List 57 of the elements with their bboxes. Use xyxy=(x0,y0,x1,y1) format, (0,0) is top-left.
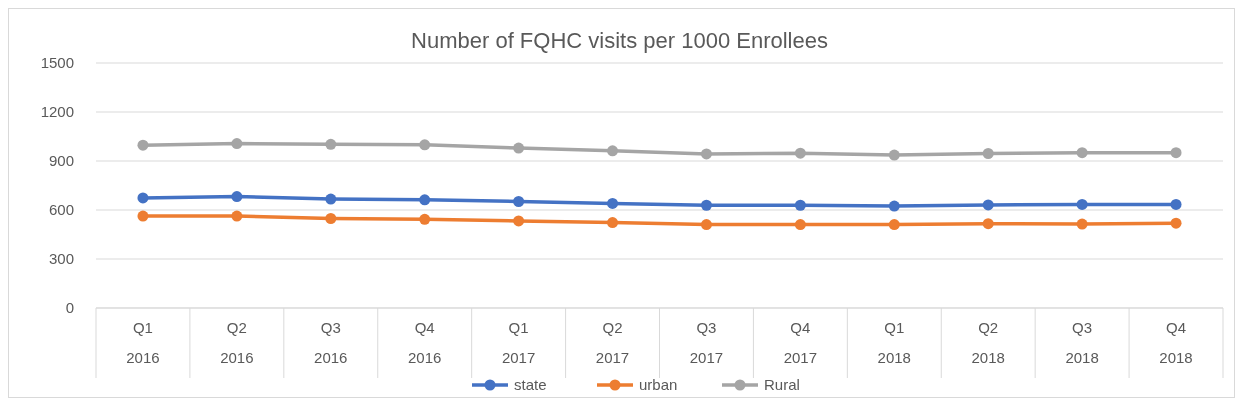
y-tick-label: 1200 xyxy=(40,103,74,120)
point xyxy=(231,138,243,150)
point xyxy=(982,199,994,211)
point xyxy=(982,147,994,159)
legend-label: urban xyxy=(639,376,678,393)
point xyxy=(700,199,712,211)
point xyxy=(419,139,431,151)
point xyxy=(794,199,806,211)
x-tick-label: Q2 2017 xyxy=(595,319,630,366)
point xyxy=(700,219,712,231)
point xyxy=(419,213,431,225)
x-tick-label: Q4 2017 xyxy=(783,319,818,366)
x-tick-label: Q3 2017 xyxy=(689,319,724,366)
point xyxy=(513,215,525,227)
x-tick-label: Q3 2018 xyxy=(1065,319,1099,366)
chart-title: Number of FQHC visits per 1000 Enrollees xyxy=(411,28,828,53)
y-tick-label: 600 xyxy=(48,201,74,218)
point xyxy=(513,196,525,208)
x-tick-label: Q1 2016 xyxy=(126,319,160,366)
point xyxy=(607,197,619,209)
x-tick-label: Q4 2018 xyxy=(1159,319,1193,366)
point xyxy=(888,200,900,212)
point xyxy=(794,219,806,231)
point xyxy=(1076,147,1088,159)
point xyxy=(794,147,806,159)
point xyxy=(888,219,900,231)
point xyxy=(982,218,994,230)
point xyxy=(700,148,712,160)
point xyxy=(419,194,431,206)
x-tick-label: Q2 2016 xyxy=(220,319,254,366)
x-tick-label: Q1 2018 xyxy=(877,319,911,366)
point xyxy=(137,192,149,204)
point xyxy=(137,210,149,222)
y-tick-label: 0 xyxy=(65,299,74,316)
point xyxy=(231,191,243,203)
y-tick-label: 1500 xyxy=(40,54,74,71)
point xyxy=(325,193,337,205)
point xyxy=(325,212,337,224)
point xyxy=(1076,218,1088,230)
x-tick-label: Q4 2016 xyxy=(408,319,442,366)
point xyxy=(607,217,619,229)
y-tick-label: 900 xyxy=(48,152,74,169)
point xyxy=(325,138,337,150)
point xyxy=(513,142,525,154)
point xyxy=(888,149,900,161)
point xyxy=(231,210,243,222)
point xyxy=(1076,198,1088,210)
legend-label: state xyxy=(514,376,547,393)
point xyxy=(137,139,149,151)
x-tick-label: Q2 2018 xyxy=(971,319,1005,366)
x-tick-label: Q3 2016 xyxy=(314,319,348,366)
point xyxy=(607,145,619,157)
legend-label: Rural xyxy=(764,376,800,393)
point xyxy=(1170,147,1182,159)
point xyxy=(1170,198,1182,210)
point xyxy=(1170,217,1182,229)
y-tick-label: 300 xyxy=(48,250,74,267)
